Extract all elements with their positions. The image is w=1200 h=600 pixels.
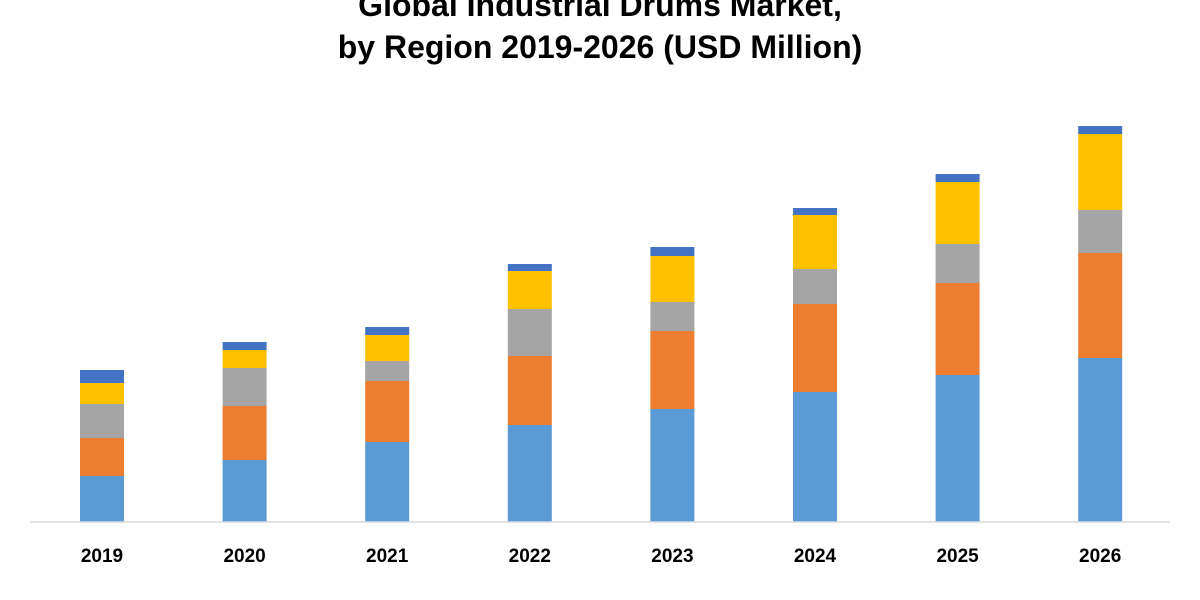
bar-segment-2024-series-1 [793, 392, 837, 522]
bar-segment-2022-series-3 [507, 309, 552, 356]
x-tick-label-2025: 2025 [936, 546, 979, 567]
bar-segment-2020-series-2 [222, 406, 267, 460]
x-tick-label-2019: 2019 [81, 546, 123, 567]
bar-segment-2023-series-4 [650, 256, 695, 302]
bar-segment-2020-series-3 [222, 368, 267, 406]
bar-segment-2020-series-1 [222, 460, 267, 522]
bars-layer [80, 126, 1123, 522]
x-tick-labels: 2019 2020 2021 2022 2023 2024 2025 2026 [81, 546, 1121, 567]
bar-segment-2023-series-3 [650, 302, 695, 331]
bar-segment-2021-series-1 [365, 442, 410, 522]
bar-segment-2025-series-4 [935, 182, 980, 244]
x-tick-label-2024: 2024 [794, 546, 837, 567]
bar-segment-2023-series-2 [650, 331, 695, 409]
chart-title-line-1: Global Industrial Drums Market, [358, 0, 842, 23]
bar-segment-2022-series-1 [507, 425, 552, 522]
bar-segment-2019-series-1 [80, 476, 124, 522]
x-tick-label-2022: 2022 [509, 546, 551, 567]
bar-segment-2024-series-4 [793, 215, 837, 269]
x-tick-label-2026: 2026 [1079, 546, 1121, 567]
bar-segment-2026-series-1 [1078, 358, 1123, 522]
bar-segment-2023-series-1 [650, 409, 695, 522]
bar-segment-2021-series-3 [365, 361, 410, 381]
bar-segment-2021-series-2 [365, 381, 410, 442]
bar-segment-2026-series-2 [1078, 253, 1123, 358]
bar-segment-2026-series-3 [1078, 210, 1123, 253]
chart-title-line-2: by Region 2019-2026 (USD Million) [337, 29, 863, 65]
bar-segment-2025-series-5 [935, 174, 980, 182]
x-tick-label-2023: 2023 [651, 546, 693, 567]
bar-segment-2024-series-5 [793, 208, 837, 215]
bar-segment-2021-series-5 [365, 327, 410, 335]
bar-segment-2024-series-2 [793, 304, 837, 392]
bar-segment-2023-series-5 [650, 247, 695, 256]
bar-segment-2024-series-3 [793, 269, 837, 304]
bar-segment-2022-series-2 [507, 356, 552, 425]
bar-segment-2025-series-3 [935, 244, 980, 283]
bar-segment-2025-series-2 [935, 283, 980, 375]
bar-segment-2020-series-5 [222, 342, 267, 350]
bar-segment-2022-series-5 [507, 264, 552, 271]
x-tick-label-2021: 2021 [366, 546, 409, 567]
bar-segment-2022-series-4 [507, 271, 552, 309]
bar-segment-2020-series-4 [222, 350, 267, 368]
bar-segment-2019-series-2 [80, 438, 124, 476]
x-tick-label-2020: 2020 [223, 546, 265, 567]
bar-segment-2019-series-3 [80, 404, 124, 438]
bar-segment-2025-series-1 [935, 375, 980, 522]
bar-segment-2026-series-4 [1078, 134, 1123, 210]
bar-segment-2026-series-5 [1078, 126, 1123, 134]
bar-segment-2019-series-5 [80, 370, 124, 383]
bar-segment-2019-series-4 [80, 383, 124, 404]
bar-segment-2021-series-4 [365, 335, 410, 361]
